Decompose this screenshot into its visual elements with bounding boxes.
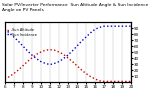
- Sun Incidence: [108, 26, 110, 27]
- Sun Altitude: [117, 81, 119, 82]
- Sun Incidence: [90, 32, 92, 33]
- Sun Altitude: [17, 69, 19, 71]
- Sun Altitude: [49, 49, 51, 50]
- Sun Altitude: [126, 81, 128, 82]
- Sun Incidence: [121, 26, 123, 27]
- Sun Altitude: [40, 51, 42, 53]
- Sun Incidence: [117, 26, 119, 27]
- Sun Incidence: [49, 64, 51, 65]
- Sun Altitude: [4, 78, 6, 80]
- Sun Altitude: [112, 81, 114, 82]
- Sun Altitude: [53, 50, 55, 51]
- Sun Altitude: [94, 78, 96, 80]
- Sun Incidence: [94, 29, 96, 30]
- Sun Incidence: [85, 36, 87, 38]
- Sun Incidence: [58, 61, 60, 62]
- Sun Altitude: [26, 61, 28, 62]
- Sun Altitude: [63, 54, 64, 55]
- Sun Altitude: [22, 65, 24, 66]
- Sun Incidence: [4, 29, 6, 30]
- Sun Incidence: [81, 41, 83, 42]
- Sun Altitude: [108, 81, 110, 82]
- Sun Altitude: [13, 73, 15, 74]
- Sun Incidence: [53, 63, 55, 64]
- Sun Incidence: [67, 54, 69, 56]
- Sun Incidence: [44, 63, 46, 64]
- Sun Altitude: [8, 76, 10, 77]
- Sun Incidence: [26, 50, 28, 51]
- Sun Incidence: [130, 26, 132, 27]
- Sun Incidence: [8, 32, 10, 33]
- Sun Altitude: [76, 65, 78, 66]
- Sun Incidence: [31, 54, 33, 56]
- Sun Incidence: [40, 61, 42, 62]
- Sun Altitude: [58, 51, 60, 53]
- Sun Altitude: [130, 81, 132, 82]
- Sun Incidence: [63, 58, 64, 59]
- Sun Incidence: [99, 27, 100, 28]
- Sun Altitude: [103, 81, 105, 82]
- Sun Altitude: [67, 57, 69, 59]
- Sun Altitude: [85, 73, 87, 74]
- Sun Altitude: [81, 69, 83, 71]
- Sun Altitude: [121, 81, 123, 82]
- Sun Incidence: [126, 26, 128, 27]
- Sun Incidence: [13, 36, 15, 38]
- Sun Altitude: [35, 54, 37, 55]
- Sun Incidence: [103, 26, 105, 27]
- Text: Solar PV/Inverter Performance  Sun Altitude Angle & Sun Incidence Angle on PV Pa: Solar PV/Inverter Performance Sun Altitu…: [2, 3, 148, 12]
- Sun Altitude: [99, 80, 100, 81]
- Sun Altitude: [72, 61, 73, 62]
- Sun Altitude: [44, 50, 46, 51]
- Sun Incidence: [72, 50, 73, 51]
- Sun Altitude: [90, 76, 92, 77]
- Sun Incidence: [17, 41, 19, 42]
- Sun Incidence: [76, 45, 78, 47]
- Legend: Sun Altitude, Sun Incidence: Sun Altitude, Sun Incidence: [7, 28, 37, 37]
- Sun Incidence: [112, 26, 114, 27]
- Sun Incidence: [35, 58, 37, 59]
- Line: Sun Altitude: Sun Altitude: [5, 50, 131, 81]
- Line: Sun Incidence: Sun Incidence: [5, 26, 131, 65]
- Sun Altitude: [31, 57, 33, 59]
- Sun Incidence: [22, 45, 24, 47]
